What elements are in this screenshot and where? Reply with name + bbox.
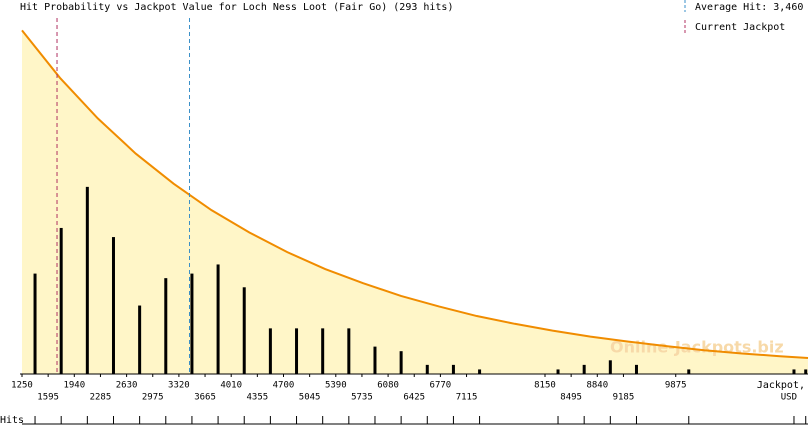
bar	[164, 278, 168, 374]
x-tick-label: 1250	[11, 381, 33, 391]
x-tick-label: 2285	[90, 393, 112, 403]
bar	[556, 369, 560, 374]
bar	[347, 328, 351, 374]
bar	[138, 305, 142, 374]
bar	[608, 360, 612, 374]
x-tick-label: 1940	[63, 381, 85, 391]
x-tick-label: 3665	[194, 393, 216, 403]
bar	[634, 364, 638, 374]
bar	[373, 346, 377, 374]
x-tick-label: 4355	[247, 393, 269, 403]
x-tick-label: 3320	[168, 381, 190, 391]
x-tick-label: 8495	[560, 393, 582, 403]
x-tick-label: 9185	[613, 393, 635, 403]
bar	[321, 328, 325, 374]
bar	[242, 287, 246, 374]
bar	[478, 369, 482, 374]
x-tick-label: 5045	[299, 393, 321, 403]
probability-curve	[21, 29, 809, 360]
bar	[451, 364, 455, 374]
watermark: Online-Jackpots.biz	[610, 338, 784, 357]
bar	[59, 227, 63, 374]
x-tick-label: 5735	[351, 393, 373, 403]
bar	[216, 264, 220, 374]
x-tick-label: 5390	[325, 381, 347, 391]
bar	[399, 351, 403, 374]
legend-jackpot-label: Current Jackpot	[695, 22, 785, 33]
bar	[582, 364, 586, 374]
bar	[33, 273, 37, 374]
x-tick-label: 4700	[273, 381, 295, 391]
x-tick-label: 6080	[377, 381, 399, 391]
bar	[804, 369, 808, 374]
bar	[85, 186, 89, 374]
x-tick-label: 2630	[116, 381, 138, 391]
bar	[687, 369, 691, 374]
x-tick-label: 1595	[37, 393, 59, 403]
chart-title: Hit Probability vs Jackpot Value for Loc…	[20, 2, 453, 13]
x-tick-label: 8840	[586, 381, 608, 391]
x-tick-label: 7115	[456, 393, 478, 403]
x-tick-label: 6425	[403, 393, 425, 403]
bar	[190, 273, 194, 374]
x-tick-label: 6770	[430, 381, 452, 391]
x-tick-label: 2975	[142, 393, 164, 403]
rug-label: Hits	[0, 415, 24, 425]
bar	[792, 369, 796, 374]
bar	[111, 237, 115, 374]
x-axis-label: USD	[781, 393, 797, 403]
x-tick-label: 8150	[534, 381, 556, 391]
bar	[295, 328, 299, 374]
legend-average-label: Average Hit: 3,460	[695, 2, 803, 13]
bar	[425, 364, 429, 374]
x-tick-label: 9875	[665, 381, 687, 391]
bar	[268, 328, 272, 374]
x-axis-label: Jackpot,	[757, 380, 805, 391]
x-tick-label: 4010	[220, 381, 242, 391]
